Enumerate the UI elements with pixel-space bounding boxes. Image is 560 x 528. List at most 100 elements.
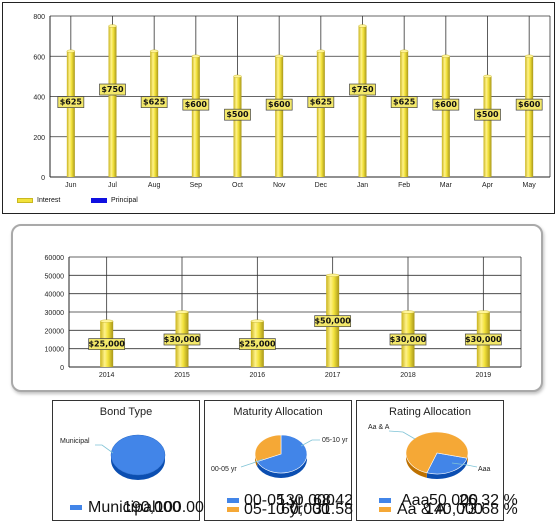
yearly-bar-cap-2016 bbox=[250, 319, 265, 323]
yearly-data-label-box-2016 bbox=[238, 338, 276, 350]
monthly-xtick-label-Aug: Aug bbox=[148, 182, 161, 189]
yearly-data-label-2015: $30,000 bbox=[164, 335, 201, 344]
monthly-bar-Aug bbox=[150, 51, 159, 177]
rating-legend-label-0: Aaa bbox=[401, 491, 430, 509]
monthly-bar-cap-Aug bbox=[149, 49, 159, 53]
bond-legend-label: Municipal bbox=[88, 498, 156, 516]
monthly-xtick-label-Sep: Sep bbox=[190, 182, 203, 189]
maturity-slice-1 bbox=[254, 434, 282, 462]
monthly-data-label-Oct: $500 bbox=[226, 110, 249, 119]
yearly-data-label-box-2017 bbox=[314, 315, 352, 328]
monthly-data-label-box-Jan bbox=[349, 83, 376, 96]
maturity-pie-label-0: 00-05 yr bbox=[211, 466, 237, 473]
bond-legend-swatch bbox=[70, 505, 82, 510]
maturity-legend-label-1: 05-10 yr bbox=[244, 500, 303, 518]
maturity-pie-label-1-leader bbox=[300, 439, 320, 447]
bond-pie-label-municipal: Municipal bbox=[60, 438, 90, 445]
rating-legend-swatch-0 bbox=[379, 498, 391, 503]
rating-pie-label-1: Aa & A bbox=[368, 424, 390, 431]
bond-type-title: Bond Type bbox=[99, 406, 153, 418]
monthly-payment-chart: 0 200 400 600 800 $625 Jun $750 Jul $625 Aug $600 Se… bbox=[33, 14, 551, 189]
rating-pie-label-0: Aaa bbox=[478, 466, 491, 473]
monthly-bar-cap-Nov bbox=[274, 54, 284, 58]
yearly-ytick-label: 30000 bbox=[45, 310, 65, 317]
bond-legend-value: 190,000 bbox=[123, 498, 181, 516]
monthly-data-label-Feb: $625 bbox=[393, 98, 416, 107]
yearly-data-label-box-2019 bbox=[464, 333, 502, 346]
yearly-bar-cap-2019 bbox=[476, 310, 491, 314]
monthly-xtick-label-Oct: Oct bbox=[232, 182, 243, 189]
maturity-allocation-panel: Maturity Allocation 00-05 yr 05-10 yr 00-… bbox=[204, 400, 372, 521]
rating-allocation-title: Rating Allocation bbox=[389, 406, 471, 418]
monthly-bar-Jul bbox=[108, 26, 117, 177]
legend-swatch-principal bbox=[91, 198, 107, 203]
monthly-bar-Oct bbox=[233, 76, 242, 177]
rating-legend-label-1: Aa & A bbox=[397, 500, 446, 518]
monthly-data-label-Mar: $600 bbox=[435, 100, 458, 109]
maturity-allocation-pie: 00-05 yr 05-10 yr bbox=[211, 434, 348, 478]
yearly-xtick-label-2017: 2017 bbox=[325, 372, 341, 379]
yearly-payment-chart: 0 10000 20000 30000 40000 50000 60000 $25,000 20… bbox=[45, 255, 522, 379]
monthly-bar-cap-Jun bbox=[66, 49, 76, 53]
bond-type-pie: Municipal bbox=[60, 434, 166, 480]
monthly-ytick-label: 0 bbox=[41, 175, 45, 182]
yearly-payment-chart-panel: 0 10000 20000 30000 40000 50000 60000 $25,000 20… bbox=[11, 224, 543, 392]
monthly-bar-Nov bbox=[275, 56, 284, 177]
monthly-data-label-box-Oct bbox=[224, 108, 251, 121]
monthly-data-label-box-Aug bbox=[140, 96, 168, 108]
monthly-data-label-Sep: $600 bbox=[185, 100, 208, 109]
monthly-bar-cap-Feb bbox=[399, 49, 409, 53]
monthly-bar-cap-Sep bbox=[191, 54, 201, 58]
maturity-legend-value-1: 60,000 bbox=[281, 500, 330, 518]
monthly-bar-Apr bbox=[483, 76, 492, 177]
rating-slice-0 bbox=[426, 452, 468, 475]
rating-legend-value-0: 50,000 bbox=[429, 491, 478, 509]
monthly-bar-Jan bbox=[358, 26, 367, 177]
yearly-ytick-label: 0 bbox=[60, 365, 64, 372]
monthly-ytick-label: 200 bbox=[33, 135, 45, 142]
rating-slice-1 bbox=[405, 431, 469, 474]
monthly-data-label-Jul: $750 bbox=[101, 85, 124, 94]
bond-legend-row-municipal: Municipal 190,000 100.00 % bbox=[70, 499, 223, 516]
monthly-data-label-box-Apr bbox=[474, 108, 501, 121]
monthly-data-label-box-Sep bbox=[182, 98, 210, 111]
yearly-ytick-label: 40000 bbox=[45, 292, 65, 299]
monthly-ytick-label: 400 bbox=[33, 95, 45, 102]
monthly-data-label-box-Jul bbox=[99, 83, 126, 96]
monthly-bar-Sep bbox=[191, 56, 200, 177]
monthly-xtick-label-Mar: Mar bbox=[440, 182, 453, 189]
monthly-data-label-Jun: $625 bbox=[60, 98, 83, 107]
rating-legend-row-0: Aaa 50,000 26.32 % bbox=[379, 492, 518, 509]
maturity-legend-swatch-0 bbox=[227, 498, 239, 503]
yearly-ytick-label: 10000 bbox=[45, 347, 65, 354]
maturity-legend-value-0: 130,000 bbox=[277, 491, 335, 509]
bond-pie-label-municipal-leader bbox=[95, 444, 114, 454]
monthly-data-label-Apr: $500 bbox=[476, 110, 499, 119]
rating-allocation-panel: Rating Allocation Aa & A Aaa Aaa 50,000 2… bbox=[356, 400, 518, 521]
maturity-legend-swatch-1 bbox=[227, 507, 239, 512]
maturity-legend-row-1: 05-10 yr 60,000 31.58 % bbox=[227, 501, 372, 518]
yearly-ytick-label: 60000 bbox=[45, 255, 65, 262]
rating-pie-label-0-leader bbox=[451, 462, 478, 468]
maturity-pie-label-1: 05-10 yr bbox=[322, 437, 348, 444]
monthly-bar-cap-May bbox=[524, 54, 534, 58]
rating-legend-percent-0: 26.32 % bbox=[459, 491, 518, 509]
yearly-data-label-box-2018 bbox=[389, 333, 427, 346]
legend-swatch-interest bbox=[17, 198, 33, 203]
monthly-xtick-label-May: May bbox=[523, 182, 537, 189]
yearly-xtick-label-2015: 2015 bbox=[174, 372, 190, 379]
monthly-payment-chart-panel: 0 200 400 600 800 $625 Jun $750 Jul $625 Aug $600 Se… bbox=[2, 2, 555, 214]
rating-pie-label-1-leader bbox=[388, 430, 416, 440]
maturity-slice-0 bbox=[256, 434, 308, 474]
monthly-bar-Feb bbox=[400, 51, 409, 177]
monthly-xtick-label-Jul: Jul bbox=[108, 182, 117, 189]
monthly-bar-Dec bbox=[316, 51, 325, 177]
yearly-data-label-box-2015 bbox=[163, 333, 201, 346]
rating-legend-swatch-1 bbox=[379, 507, 391, 512]
legend-item-principal: Principal bbox=[91, 197, 138, 204]
yearly-ytick-label: 50000 bbox=[45, 273, 65, 280]
monthly-bar-cap-Oct bbox=[233, 74, 242, 78]
monthly-bar-Jun bbox=[66, 51, 75, 177]
monthly-xtick-label-Nov: Nov bbox=[273, 182, 286, 189]
monthly-bar-cap-Jan bbox=[358, 24, 367, 28]
